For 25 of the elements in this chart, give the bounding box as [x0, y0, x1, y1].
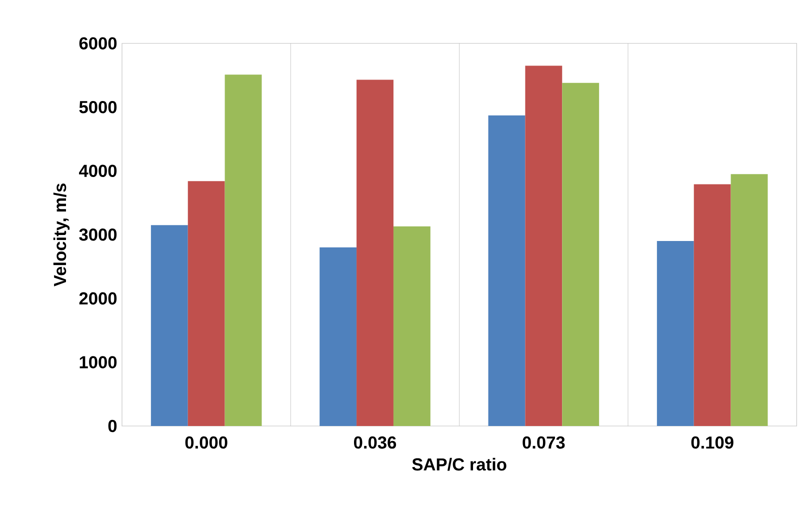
bar	[562, 82, 600, 426]
bar	[356, 80, 394, 426]
x-tick-label: 0.073	[522, 436, 565, 449]
y-tick-label: 1000	[80, 356, 117, 368]
y-tick-label: 0	[108, 420, 117, 432]
x-tick-label: 0.000	[185, 436, 228, 449]
bar	[150, 225, 188, 426]
bar	[393, 226, 430, 426]
bar	[730, 174, 768, 426]
bar	[488, 115, 526, 426]
y-tick-label: 2000	[79, 292, 117, 305]
y-axis-title: Velocity, m/s	[53, 184, 70, 286]
bar	[188, 181, 225, 426]
y-tick-label: 5000	[79, 100, 117, 114]
bar	[224, 74, 262, 426]
x-tick-label: 0.036	[354, 436, 396, 449]
x-axis-title: SAP/C ratio	[412, 458, 506, 471]
bar	[694, 184, 731, 426]
x-tick-label: 0.109	[691, 436, 734, 449]
bar	[320, 247, 357, 426]
y-tick-label: 6000	[79, 37, 117, 50]
y-tick-label: 3000	[79, 228, 117, 241]
bar	[656, 241, 694, 426]
bar	[525, 66, 562, 426]
y-tick-label: 4000	[79, 164, 117, 178]
